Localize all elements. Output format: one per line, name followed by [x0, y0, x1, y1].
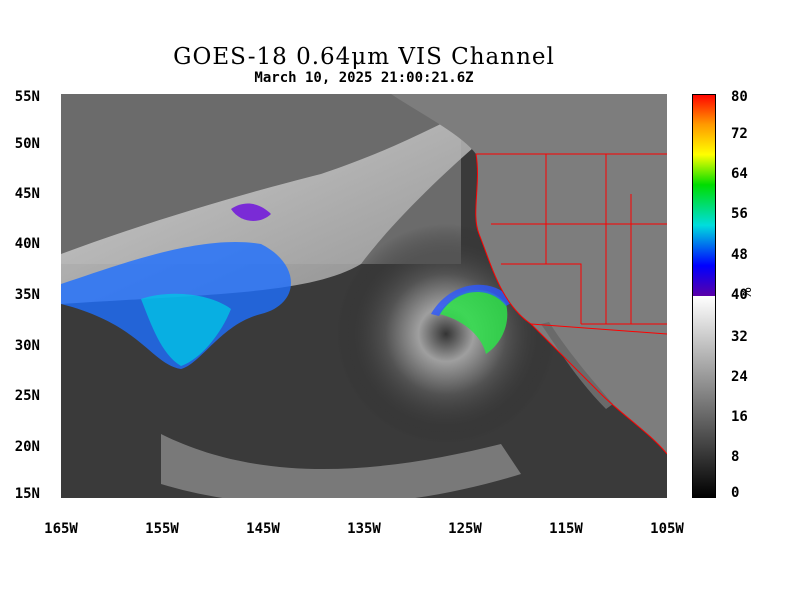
lon-label-155w: 155W	[145, 521, 179, 537]
satellite-image-map	[61, 94, 667, 498]
lat-label-15n: 15N	[14, 486, 40, 502]
colorbar-label-48: 48	[731, 247, 748, 263]
lon-label-125w: 125W	[448, 521, 482, 537]
chart-timestamp: March 10, 2025 21:00:21.6Z	[254, 70, 474, 86]
storm-comma-fringe	[431, 284, 513, 316]
colorbar-label-32: 32	[731, 329, 748, 345]
colorbar-label-24: 24	[731, 369, 748, 385]
southern-cloud-band	[161, 434, 521, 498]
lat-label-35n: 35N	[14, 287, 40, 303]
lon-label-145w: 145W	[246, 521, 280, 537]
colorbar	[692, 94, 716, 498]
colorbar-label-16: 16	[731, 409, 748, 425]
lon-label-165w: 165W	[44, 521, 78, 537]
lat-label-55n: 55N	[14, 89, 40, 105]
lat-label-45n: 45N	[14, 186, 40, 202]
baja-peninsula	[541, 322, 613, 409]
colorbar-label-64: 64	[731, 166, 748, 182]
colorbar-label-72: 72	[731, 126, 748, 142]
colorbar-label-8: 8	[731, 449, 740, 465]
colorbar-frame	[692, 94, 716, 498]
lon-label-105w: 105W	[650, 521, 684, 537]
colorbar-label-80: 80	[731, 89, 748, 105]
political-borders	[475, 153, 667, 455]
colorbar-label-40: 40	[731, 287, 748, 303]
chart-title: GOES-18 0.64μm VIS Channel	[173, 44, 555, 70]
north-america-land	[391, 94, 667, 454]
colorbar-gray-section	[692, 296, 716, 498]
colorbar-color-section	[692, 94, 716, 296]
colorbar-label-0: 0	[731, 485, 740, 501]
lat-label-25n: 25N	[14, 388, 40, 404]
colorbar-unit: %	[737, 287, 752, 300]
lat-label-20n: 20N	[14, 439, 40, 455]
lat-label-30n: 30N	[14, 338, 40, 354]
lon-label-135w: 135W	[347, 521, 381, 537]
purple-fringe-region	[231, 203, 271, 221]
colorbar-label-56: 56	[731, 206, 748, 222]
lat-label-50n: 50N	[14, 136, 40, 152]
high-reflectance-cyan-region	[141, 293, 231, 366]
storm-comma-head	[439, 290, 508, 354]
lon-label-115w: 115W	[549, 521, 583, 537]
lat-label-40n: 40N	[14, 236, 40, 252]
